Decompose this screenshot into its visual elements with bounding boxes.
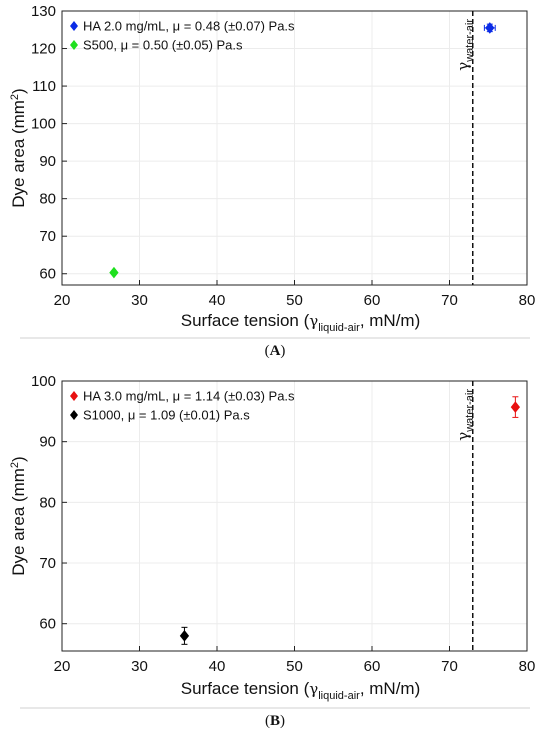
data-point-marker [109,266,119,279]
panel-label-close: ) [280,713,285,729]
x-axis-label-gamma: γ [309,680,318,698]
x-axis-label-subscript: liquid-air [318,322,360,334]
reference-label-subscript: water-air [464,19,476,63]
reference-label-gamma: γ [454,62,472,71]
x-tick-label: 50 [286,292,303,309]
y-axis-label: Dye area (mm2) [9,456,28,575]
y-axis-label-text: Dye area (mm [9,100,28,208]
x-tick-label: 30 [131,292,148,309]
panel-a-chart: 20 30 40 50 60 70 80 60 70 80 90 100 110 120 130 Surfac… [9,3,535,359]
y-tick-label: 80 [39,191,56,208]
x-axis-label-text: Surface tension ( [181,311,310,330]
panel-label: (B) [265,713,285,729]
legend-label: HA 3.0 mg/mL, μ = 1.14 (±0.03) Pa.s [83,389,295,404]
x-tick-label: 60 [364,292,381,309]
y-tick-label: 110 [32,78,56,95]
x-axis-label-tail: , mN/m) [360,679,420,698]
panel-label-letter: A [270,343,281,359]
x-axis-label-tail: , mN/m) [360,311,420,330]
y-tick-label: 130 [31,3,56,20]
legend-label: HA 2.0 mg/mL, μ = 0.48 (±0.07) Pa.s [83,19,295,34]
x-tick-label: 50 [286,658,303,675]
y-tick-label: 120 [31,41,56,58]
data-point-marker [510,401,521,413]
x-tick-label: 60 [364,658,381,675]
y-tick-label: 70 [39,555,56,572]
panel-label-close: ) [280,343,285,359]
panel-label-letter: B [270,713,280,729]
x-tick-label: 70 [441,658,458,675]
x-tick-label: 20 [54,658,71,675]
panel-label-open: ( [265,713,270,729]
x-tick-label: 80 [519,292,536,309]
y-tick-label: 100 [31,116,56,133]
y-tick-label: 90 [39,434,56,451]
water-air-reference-label: γwater-air [454,19,476,71]
x-tick-label: 70 [441,292,458,309]
x-axis-label-subscript: liquid-air [318,690,360,702]
x-axis-label: Surface tension (γliquid-air, mN/m) [181,679,421,702]
x-tick-label: 30 [131,658,148,675]
y-tick-label: 60 [39,266,56,283]
x-tick-label: 40 [209,292,226,309]
panel-label-open: ( [265,343,270,359]
x-tick-label: 20 [54,292,71,309]
y-tick-label: 70 [39,228,56,245]
legend-label: S500, μ = 0.50 (±0.05) Pa.s [83,38,243,53]
y-tick-label: 60 [39,616,56,633]
legend-label: S1000, μ = 1.09 (±0.01) Pa.s [83,408,250,423]
x-axis-label-text: Surface tension ( [181,679,310,698]
legend-marker [70,410,78,420]
y-tick-label: 80 [39,494,56,511]
legend-marker [70,40,78,50]
reference-label-gamma: γ [454,432,472,441]
legend-marker [70,391,78,401]
data-point-marker [179,630,190,642]
y-axis-label-text: Dye area (mm [9,468,28,576]
panel-label: (A) [265,343,286,359]
y-axis-label-superscript: 2 [9,94,21,100]
x-tick-label: 80 [519,658,536,675]
y-axis-label-tail: ) [9,88,28,94]
data-point-marker [485,22,495,34]
y-axis-label-tail: ) [9,456,28,462]
y-axis-label: Dye area (mm2) [9,88,28,207]
x-axis-label-gamma: γ [309,312,318,330]
y-tick-label: 90 [39,153,56,170]
y-tick-label: 100 [31,373,56,390]
x-axis-label: Surface tension (γliquid-air, mN/m) [181,311,421,334]
x-tick-label: 40 [209,658,226,675]
water-air-reference-label: γwater-air [454,389,476,441]
reference-label-subscript: water-air [464,389,476,433]
legend-marker [70,21,78,31]
y-axis-label-superscript: 2 [9,462,21,468]
panel-b-chart: 20 30 40 50 60 70 80 60 70 80 90 100 Surface tension… [9,373,535,729]
